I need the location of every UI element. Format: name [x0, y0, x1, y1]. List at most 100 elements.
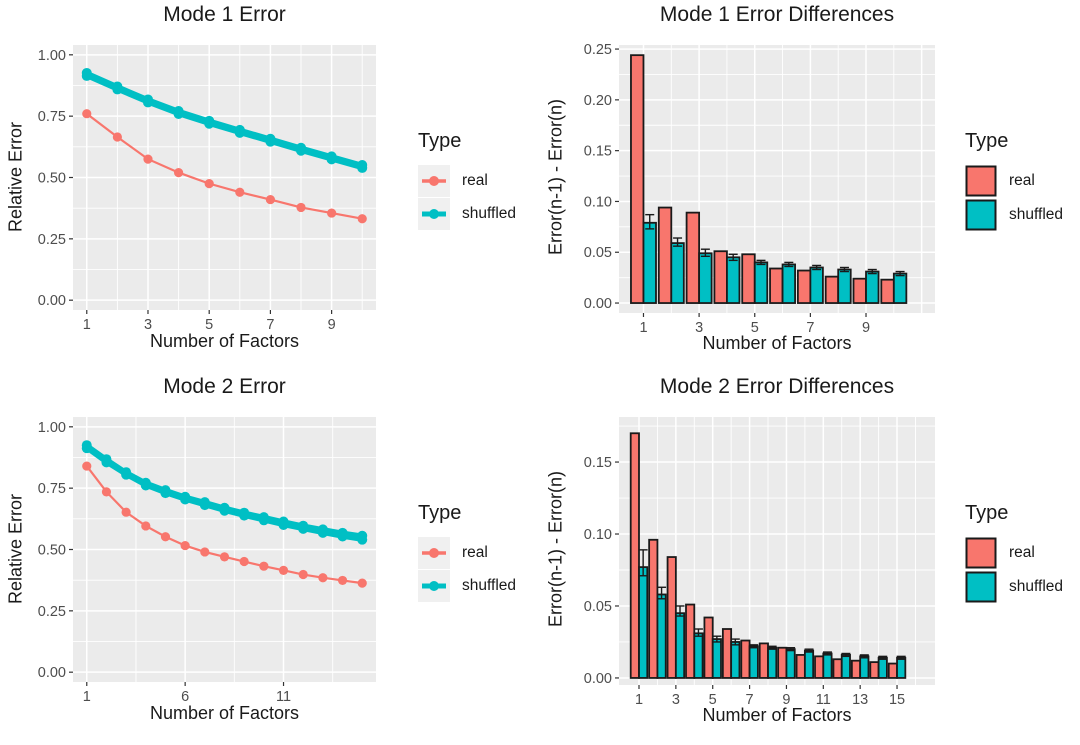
point-key-icon [429, 548, 439, 558]
point-real [121, 507, 131, 517]
legend-key-shuffled [418, 198, 450, 230]
point-shuffled [101, 457, 112, 468]
x-tick-label: 1 [83, 689, 91, 705]
line-shuffled [84, 70, 365, 168]
bar-shuffled [809, 266, 824, 304]
chart-title: Mode 2 Error [163, 375, 286, 398]
mode1-error-line-chart: 1 3 5 7 9 0.00 0.25 0.50 0.75 1.00 [38, 45, 376, 333]
legend-title: Type [965, 502, 1009, 524]
legend-swatch-shuffled [965, 199, 997, 231]
legend-label: shuffled [462, 205, 517, 222]
point-shuffled [121, 469, 132, 480]
point-shuffled [204, 118, 215, 129]
bar-shuffled [865, 270, 880, 304]
point-shuffled [337, 531, 348, 542]
bar-shuffled [726, 256, 741, 304]
point-shuffled [142, 97, 153, 108]
bar-real [741, 253, 756, 304]
point-shuffled [112, 84, 123, 95]
point-real [160, 532, 171, 542]
x-tick-label: 15 [889, 692, 905, 708]
bar-real [824, 275, 840, 304]
y-axis-title: Relative Error [5, 121, 26, 233]
point-shuffled [81, 443, 92, 454]
swatch-icon [965, 571, 997, 603]
line-real [85, 112, 364, 220]
point-real [265, 194, 276, 205]
bar-shuffled [753, 261, 769, 304]
x-tick-label: 9 [862, 320, 870, 336]
legend-key-real [418, 165, 450, 197]
x-tick-label: 5 [205, 317, 213, 333]
bar-shuffled [877, 656, 888, 679]
legend-label: shuffled [1009, 206, 1064, 223]
bar-shuffled [698, 252, 713, 304]
swatch-icon [965, 165, 997, 197]
x-tick-label: 1 [635, 692, 643, 708]
x-tick-label: 1 [639, 320, 647, 336]
legend-label: real [1009, 544, 1035, 561]
point-real [200, 547, 210, 557]
point-real [278, 565, 289, 575]
point-shuffled [199, 500, 210, 511]
x-tick-label: 7 [746, 692, 754, 708]
bar-real [852, 277, 867, 304]
legend: Type real shuffled [965, 502, 1063, 603]
y-tick-label: 0.00 [38, 293, 66, 309]
y-tick-label: 0.25 [38, 232, 66, 248]
swatch-icon [965, 537, 997, 569]
y-tick-label: 0.05 [584, 599, 612, 615]
point-shuffled [234, 127, 245, 138]
legend-item-shuffled: shuffled [965, 199, 1063, 231]
point-shuffled [180, 494, 191, 505]
bar-shuffled [642, 221, 657, 304]
chart-title: Mode 1 Error Differences [659, 3, 895, 26]
bar-shuffled [859, 655, 870, 679]
mode2-error-line-chart: 1 6 11 0.00 0.25 0.50 0.75 1.00 [38, 417, 376, 705]
y-tick-label: 1.00 [38, 48, 66, 64]
bar-real [685, 603, 696, 679]
bar-shuffled [781, 263, 796, 304]
y-tick-label: 0.00 [38, 665, 66, 681]
point-real [298, 569, 308, 580]
bar-shuffled [767, 646, 778, 679]
bar-shuffled [822, 652, 833, 679]
y-tick-label: 0.05 [584, 245, 612, 261]
legend-item-shuffled: shuffled [418, 570, 516, 602]
chart-title: Mode 1 Error [163, 3, 286, 26]
point-real [82, 109, 92, 119]
point-key-icon [429, 209, 439, 219]
point-real [101, 487, 112, 497]
x-axis-title: Number of Factors [702, 333, 852, 353]
bar-real [795, 654, 806, 679]
point-shuffled [239, 510, 250, 521]
y-axis-title: Error(n-1) - Error(n) [545, 471, 566, 627]
bar-shuffled [674, 612, 686, 679]
point-real [239, 556, 249, 567]
point-shuffled [173, 108, 184, 119]
legend-label: shuffled [1009, 578, 1064, 595]
x-tick-label: 1 [83, 317, 91, 333]
panel-mode1-error-differences: 1 3 5 7 9 0.00 0.05 0.10 0.15 0.20 0.25 Mode 1 Err… [540, 0, 1080, 372]
x-tick-label: 5 [709, 692, 717, 708]
bar-real [685, 211, 701, 304]
point-shuffled [265, 136, 276, 147]
y-tick-label: 0.00 [584, 671, 612, 687]
legend-label: real [462, 544, 488, 561]
legend-swatch-real [965, 165, 997, 197]
legend-label: real [1009, 172, 1035, 189]
legend-swatch-shuffled [965, 571, 997, 603]
bar-real [869, 661, 880, 679]
bar-real [887, 662, 898, 679]
legend: Type real shuffled [418, 130, 516, 230]
bar-real [648, 538, 659, 679]
x-tick-label: 9 [328, 317, 336, 333]
point-real [143, 154, 153, 164]
point-real [357, 578, 367, 588]
y-tick-label: 0.25 [38, 604, 66, 620]
point-real [173, 167, 184, 178]
y-tick-label: 0.15 [584, 144, 612, 160]
x-tick-label: 7 [266, 317, 274, 333]
legend: Type real shuffled [418, 502, 516, 602]
legend-title: Type [418, 502, 462, 524]
